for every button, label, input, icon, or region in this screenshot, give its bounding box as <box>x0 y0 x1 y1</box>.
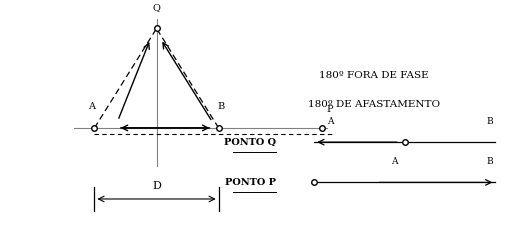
Text: B: B <box>487 157 493 166</box>
Text: 180º FORA DE FASE: 180º FORA DE FASE <box>319 71 428 80</box>
Text: P: P <box>327 105 333 114</box>
Text: B: B <box>217 102 225 111</box>
Text: B: B <box>487 117 493 126</box>
Text: PONTO P: PONTO P <box>225 178 276 187</box>
Text: A: A <box>391 157 398 166</box>
Text: D: D <box>152 181 161 191</box>
Text: A: A <box>327 117 333 126</box>
Text: 180º DE AFASTAMENTO: 180º DE AFASTAMENTO <box>308 100 440 109</box>
Text: Q: Q <box>152 3 161 12</box>
Text: A: A <box>88 102 95 111</box>
Text: PONTO Q: PONTO Q <box>224 138 276 147</box>
